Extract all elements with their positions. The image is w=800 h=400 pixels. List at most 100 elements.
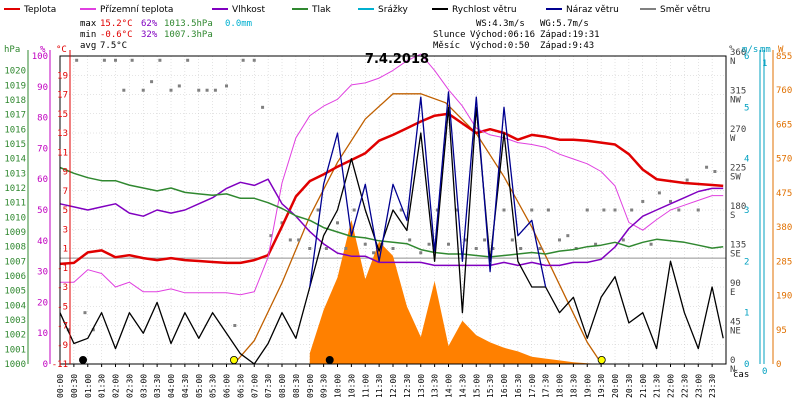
x-tick-label: 08:30 [292,374,301,398]
y-tick-label-pct: 50 [37,206,48,216]
x-axis-label: čas [733,369,749,380]
wind-direction-point [102,58,106,62]
wind-direction-point [122,88,126,92]
wind-direction-point [252,58,256,62]
stats-max-label: max [80,19,97,29]
wind-ws: WS:4.3m/s [476,19,525,29]
series-tlak-line [59,166,724,258]
y-tick-label-hpa: 1006 [4,272,26,282]
series-p-zemn-teplota-line [60,53,724,296]
y-tick-label-hpa: 1004 [4,301,26,311]
wind-direction-point [419,251,423,255]
y-tick-label-pct: 0 [43,360,48,370]
wind-dir-tick-dir: S [730,211,735,221]
y-tick-label-ms: 0 [744,360,749,370]
wind-direction-point [427,242,431,246]
y-axis-unit-pct: % [40,45,46,55]
stats-avg-label: avg [80,41,96,51]
y-tick-label-hpa: 1010 [4,213,26,223]
y-tick-label-pct: 30 [37,268,48,278]
x-tick-label: 19:00 [583,374,592,398]
y-tick-label-hpa: 1001 [4,345,26,355]
wind-direction-point [519,247,523,250]
x-tick-label: 18:00 [556,374,565,398]
wind-direction-point [630,208,634,212]
wind-dir-tick-dir: W [730,134,736,144]
wind-dir-tick-value: 225 [730,164,746,174]
wind-direction-point [83,311,87,315]
wind-dir-tick-dir: N [730,57,735,67]
wind-direction-point [558,238,561,242]
y-tick-label-wm2: 760 [776,86,792,96]
y-tick-label-ms: 2 [744,257,749,267]
solar-radiation-area [309,219,602,364]
series-teplota-line [59,112,724,266]
y-tick-label-hpa: 1005 [4,287,26,297]
y-tick-label-ms: 5 [744,103,749,113]
x-tick-label: 13:00 [417,374,426,398]
wind-dir-tick-dir: SW [730,173,741,183]
stats-avg-temp: 7.5°C [100,41,127,51]
y-axis-unit-wm2: W [778,45,784,55]
y-tick-label-hpa: 1014 [4,155,26,165]
y-tick-label-hpa: 1009 [4,228,26,238]
wind-dir-tick-value: 180 [730,202,746,212]
y-tick-label-hpa: 1007 [4,257,26,267]
y-tick-label-wm2: 855 [776,52,792,62]
x-tick-label: 12:00 [389,374,398,398]
x-tick-label: 15:00 [472,374,481,398]
wind-direction-point [169,88,173,92]
wind-direction-point [150,80,154,84]
wind-direction-point [363,242,367,246]
x-tick-label: 23:00 [694,374,703,398]
wind-direction-point [621,238,625,242]
y-tick-label-pct: 10 [37,329,48,339]
wind-direction-point [713,170,717,173]
x-tick-label: 14:30 [458,374,467,398]
y-tick-label-degc: -9 [57,341,68,351]
y-tick-label-degc: 5 [63,206,68,216]
wind-direction-point [288,238,292,242]
y-tick-label-wm2: 0 [776,360,781,370]
wind-direction-point [538,247,542,250]
y-tick-label-hpa: 1013 [4,169,26,179]
y-tick-label-wm2: 190 [776,292,792,302]
wind-direction-point [261,105,265,109]
x-tick-label: 11:30 [375,374,384,398]
y-tick-label-hpa: 1020 [4,67,26,77]
x-tick-label: 14:00 [445,374,454,398]
y-tick-label-degc: 11 [57,148,68,158]
wind-direction-points [66,58,717,332]
x-tick-label: 22:00 [667,374,676,398]
y-tick-label-ms: 4 [744,155,749,165]
y-tick-label-ms: 6 [744,52,749,62]
y-tick-label-mm: 1 [762,59,767,69]
wind-direction-point [114,58,117,62]
legend: Teplota Přízemní teplota Vlhkost Tlak Srážky… [4,5,710,15]
wind-dir-tick-dir: N [730,365,735,375]
y-tick-label-degc: -5 [57,302,68,312]
wind-direction-point [669,199,672,203]
x-tick-label: 06:30 [236,374,245,398]
x-tick-label: 21:00 [639,374,648,398]
wind-direction-point [447,242,450,246]
y-tick-label-wm2: 95 [776,326,787,336]
wind-direction-point [474,247,478,250]
wind-direction-point [308,247,312,250]
y-axis-unit-hpa: hPa [4,45,20,55]
wind-direction-point [566,234,570,238]
x-tick-label: 07:00 [250,374,259,398]
wind-wg: WG:5.7m/s [540,19,589,29]
wind-direction-point [269,234,273,238]
y-tick-label-wm2: 380 [776,223,792,233]
y-tick-label-ms: 1 [744,309,749,319]
x-tick-label: 09:00 [306,374,315,398]
marker-moon [325,355,334,364]
wind-dir-tick-value: 45 [730,318,741,328]
stats-min-label: min [80,30,96,40]
wind-direction-point [408,238,412,242]
wind-direction-point [455,208,459,212]
wind-direction-point [158,58,162,62]
wind-direction-point [705,165,709,169]
x-tick-label: 03:30 [153,374,162,398]
